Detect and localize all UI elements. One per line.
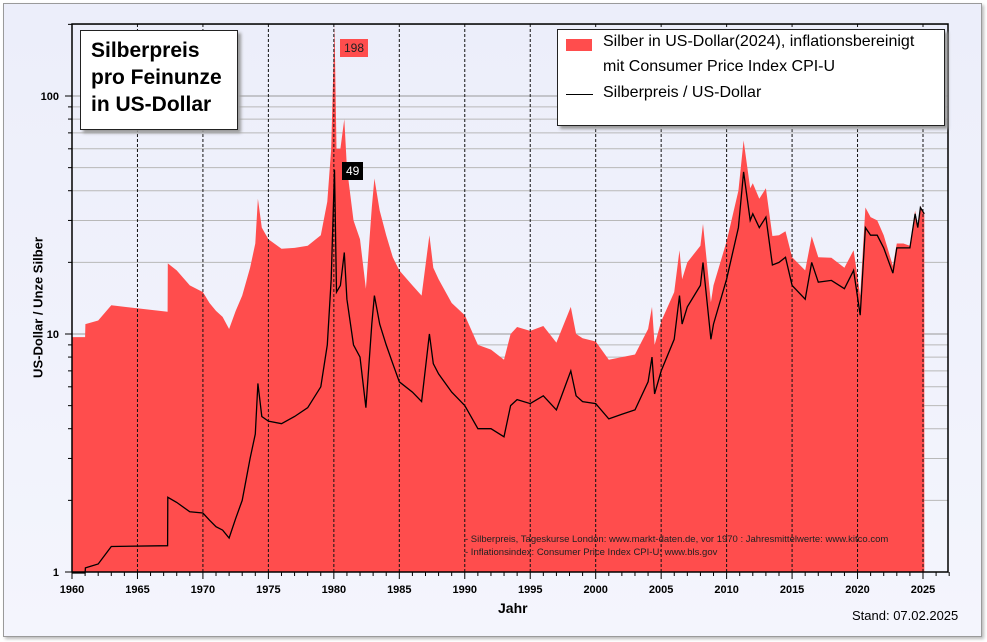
- title-line: in US-Dollar: [91, 93, 212, 116]
- x-tick-label: 1985: [387, 584, 411, 596]
- nominal-series-line: [72, 169, 925, 574]
- annotation-nominal-peak: 49: [342, 162, 364, 180]
- real-area-path: [72, 25, 925, 572]
- date-stamp: Stand: 07.02.2025: [852, 608, 959, 623]
- axes: 1960 1965 1970 1975 1980 1985 1990 1995 2000 2005…: [41, 23, 950, 596]
- annotation-real-peak: 198: [340, 39, 369, 57]
- source-note: - Inflationsindex: Consumer Price Index …: [465, 547, 718, 558]
- nominal-line-path: [72, 169, 925, 574]
- x-tick-label: 1965: [125, 584, 149, 596]
- legend-label-real-line2: mit Consumer Price Index CPI-U: [603, 58, 836, 75]
- legend-swatch-nominal: [566, 94, 593, 95]
- x-axis-label: Jahr: [498, 600, 528, 616]
- title-line: pro Feinunze: [91, 66, 222, 89]
- x-tick-label: 1995: [518, 584, 542, 596]
- x-tick-label: 2010: [714, 584, 738, 596]
- source-note: - Silberpreis, Tageskurse London: www.ma…: [465, 534, 889, 545]
- x-tick-label: 1960: [60, 584, 84, 596]
- legend-label-nominal: Silberpreis / US-Dollar: [603, 84, 762, 101]
- source-notes: - Silberpreis, Tageskurse London: www.ma…: [465, 533, 888, 559]
- x-tick-label: 1980: [322, 584, 346, 596]
- x-tick-label: 2000: [583, 584, 607, 596]
- legend-swatch-real: [566, 39, 592, 51]
- y-tick-label: 10: [47, 329, 59, 341]
- y-tick-label: 1: [53, 567, 59, 579]
- legend-label-real: Silber in US-Dollar(2024), inflationsber…: [603, 33, 915, 50]
- plot-border: [71, 23, 949, 573]
- legend: Silber in US-Dollar(2024), inflationsber…: [557, 29, 945, 126]
- x-tick-label: 2020: [845, 584, 869, 596]
- x-tick-label: 2025: [911, 584, 935, 596]
- x-tick-label: 1970: [191, 584, 215, 596]
- real-series-area: [72, 25, 925, 572]
- title-line: Silberpreis: [91, 39, 200, 62]
- y-axis-label: US-Dollar / Unze Silber: [30, 237, 46, 378]
- x-tick-label: 2015: [780, 584, 804, 596]
- x-tick-label: 1990: [453, 584, 477, 596]
- y-tick-label: 100: [41, 91, 59, 103]
- chart-title: Silberpreis pro Feinunze in US-Dollar: [80, 30, 238, 130]
- x-tick-label: 2005: [649, 584, 673, 596]
- x-tick-label: 1975: [256, 584, 280, 596]
